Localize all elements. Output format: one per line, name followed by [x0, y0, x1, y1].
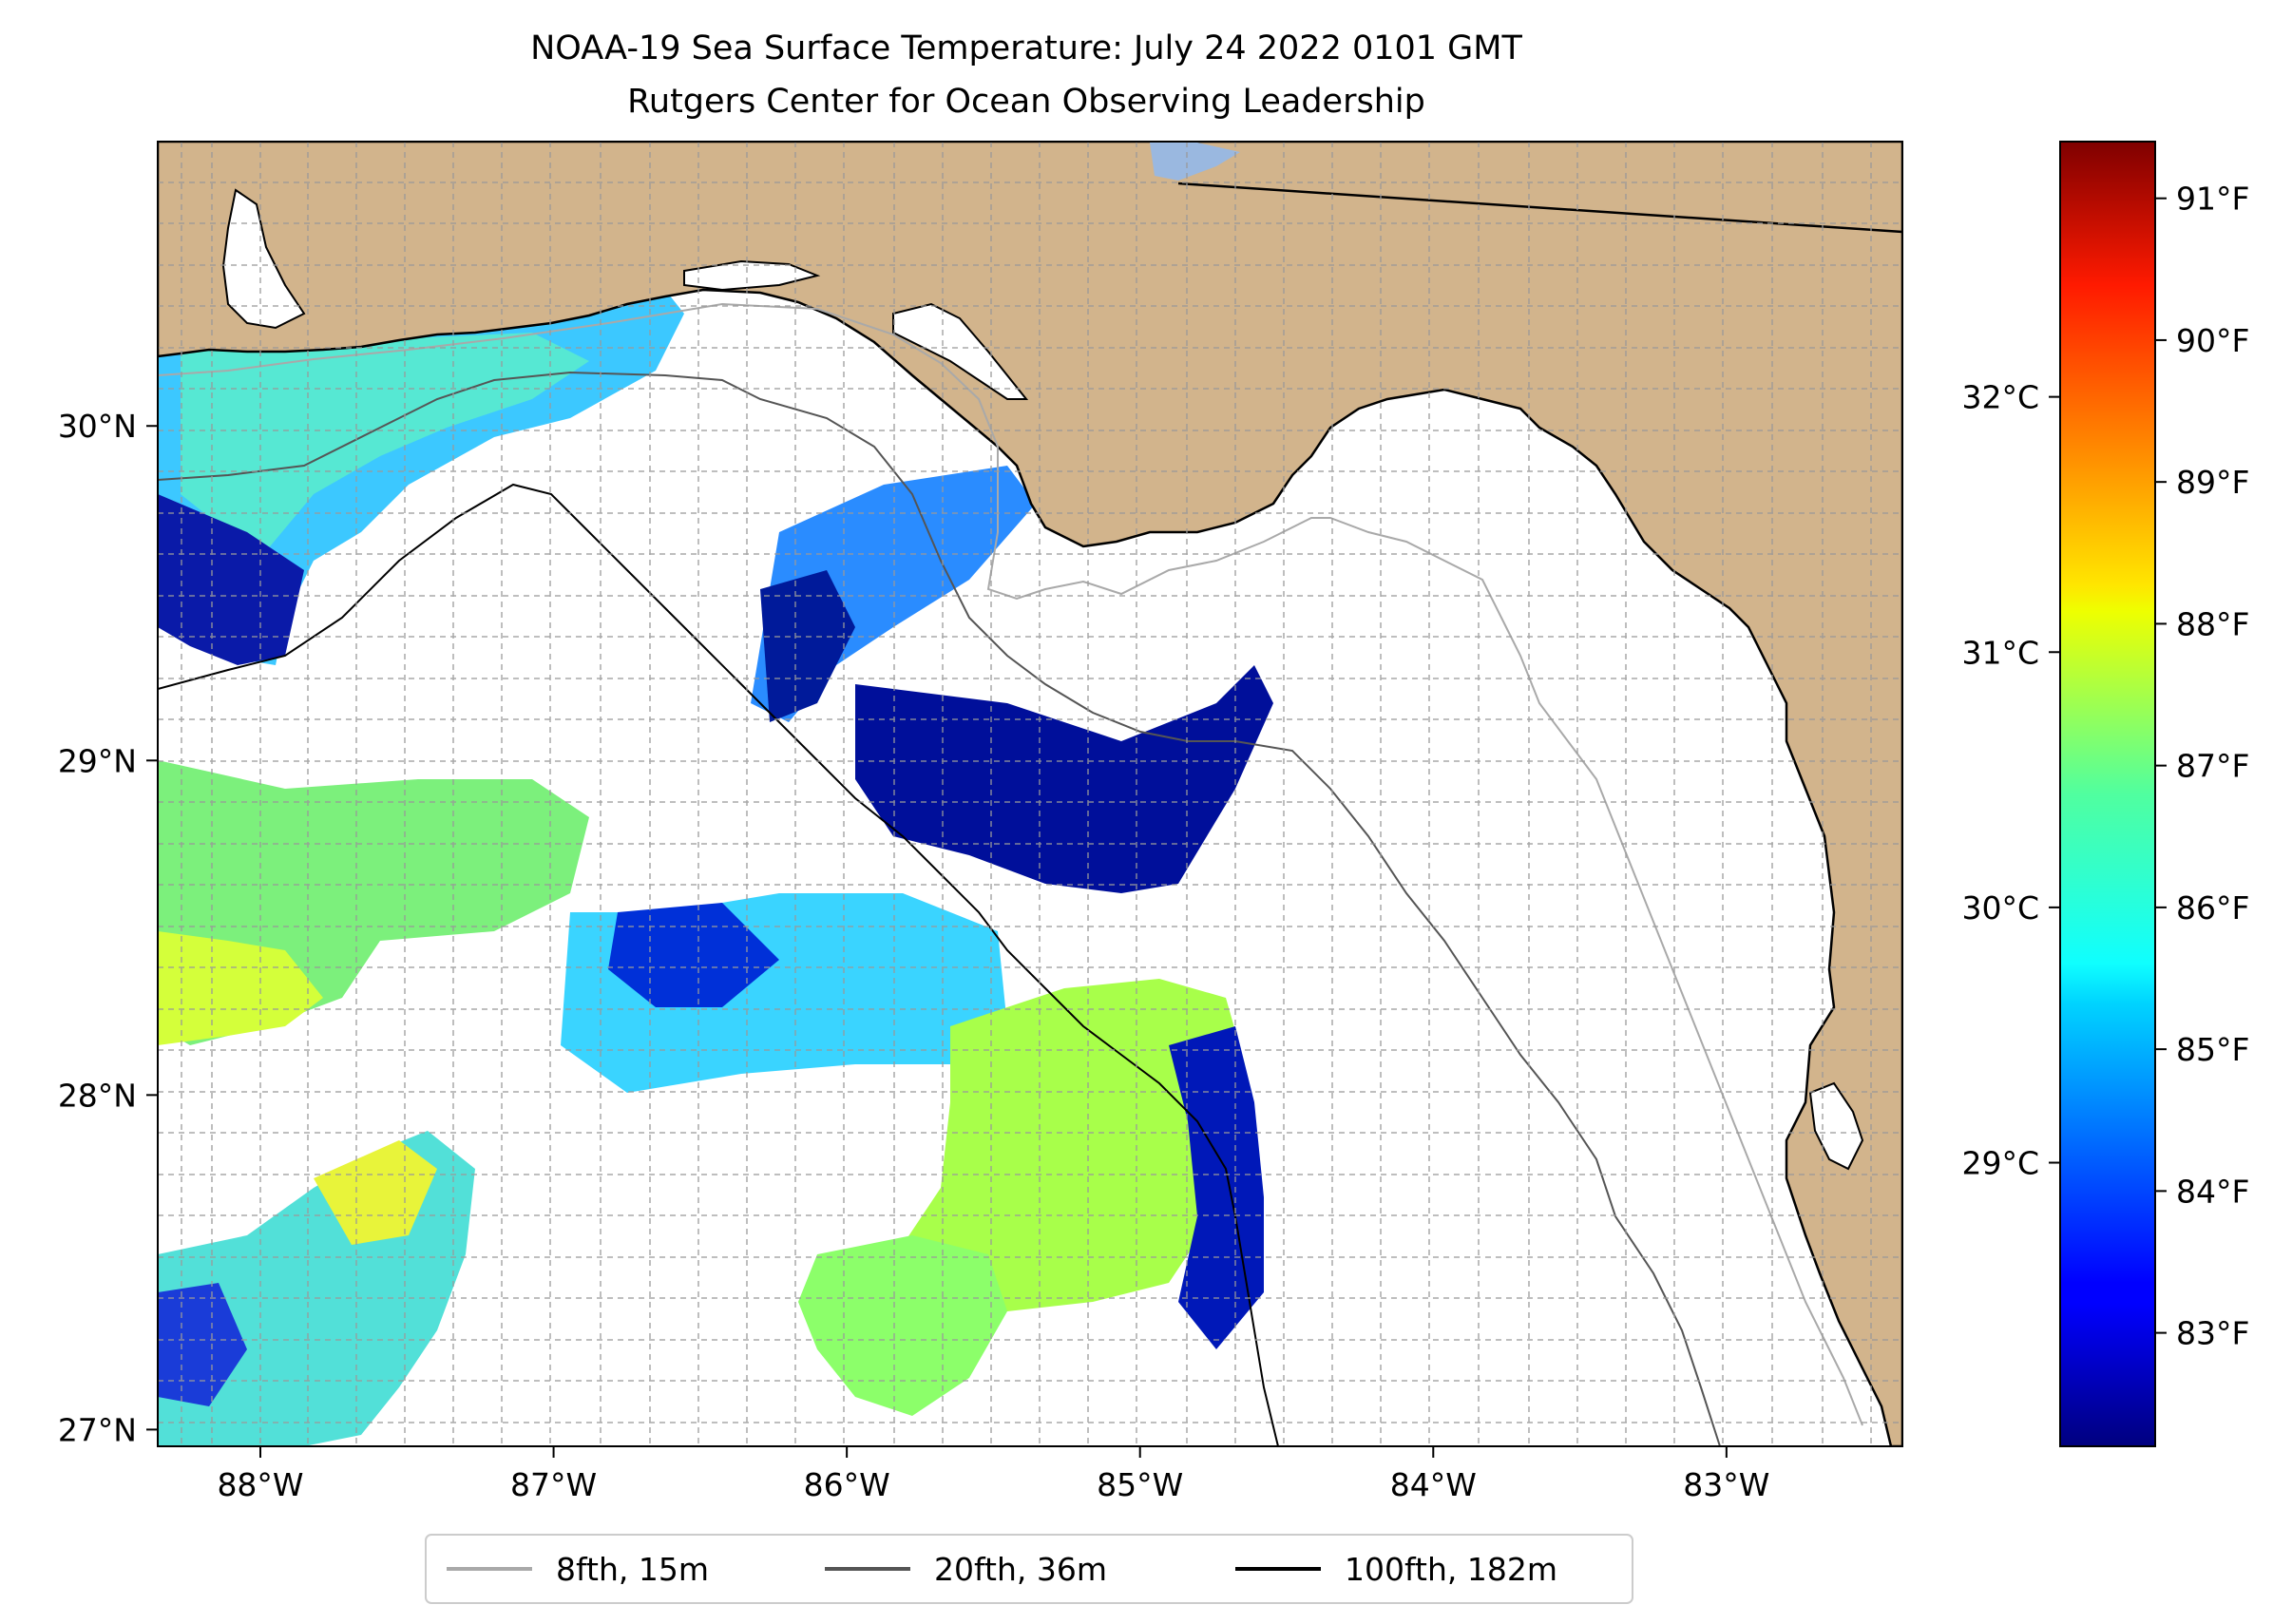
sst-patch-sw-yellow — [314, 1140, 437, 1245]
colorbar-f-tick-label: 88°F — [2176, 605, 2249, 642]
sst-patch-coastal-nw-inner — [181, 333, 589, 551]
legend-label-0: 8fth, 15m — [556, 1551, 709, 1588]
colorbar-c-tick-label: 29°C — [1961, 1145, 2039, 1182]
colorbar-fahrenheit-ticks: 83°F 84°F 85°F 86°F 87°F 88°F 89°F 90°F 91°F — [2155, 181, 2249, 1352]
lon-tick-label: 83°W — [1683, 1466, 1769, 1503]
bay-st-andrew — [892, 302, 1029, 400]
colorbar-f-tick-label: 90°F — [2176, 322, 2249, 359]
lon-tick-label: 86°W — [804, 1466, 890, 1503]
sst-patch-center-dark — [608, 903, 779, 1007]
lon-tick-label: 85°W — [1097, 1466, 1183, 1503]
bathymetry-contours — [158, 302, 1863, 1446]
sst-patch-west-yellow — [158, 931, 323, 1045]
bay-mobile — [221, 188, 306, 330]
lat-tick-label: 30°N — [58, 408, 137, 445]
bay-pensacola — [683, 259, 821, 292]
colorbar: 83°F 84°F 85°F 86°F 87°F 88°F 89°F 90°F 91°F 29°… — [1961, 141, 2249, 1447]
sst-patch-center-north-dark — [760, 570, 855, 722]
colorbar-f-tick-label: 83°F — [2176, 1315, 2249, 1352]
sst-patch-sw-dark — [158, 1283, 247, 1406]
colorbar-c-tick-label: 32°C — [1961, 379, 2039, 416]
colorbar-c-tick-label: 30°C — [1961, 889, 2039, 927]
longitude-axis: 88°W 87°W 86°W 85°W 84°W 83°W — [217, 1446, 1769, 1503]
land-north-coast — [158, 142, 1902, 1446]
colorbar-gradient — [2059, 141, 2156, 1447]
map-panel — [158, 142, 1902, 1446]
legend: 8fth, 15m 20fth, 36m 100fth, 182m — [425, 1534, 1633, 1604]
colorbar-c-tick-label: 31°C — [1961, 634, 2039, 671]
chart-title-line1: NOAA-19 Sea Surface Temperature: July 24… — [530, 29, 1522, 67]
sst-patch-dark-east — [855, 665, 1273, 893]
legend-box — [425, 1534, 1633, 1604]
lake-inland — [1150, 143, 1240, 181]
sst-patch-dark-nw — [158, 494, 304, 665]
gridlines — [158, 142, 1902, 1446]
legend-label-1: 20fth, 36m — [934, 1551, 1107, 1588]
sst-patch-south-center — [798, 1235, 1007, 1416]
lon-tick-label: 84°W — [1390, 1466, 1477, 1503]
colorbar-celsius-ticks: 29°C 30°C 31°C 32°C — [1961, 379, 2060, 1182]
lat-tick-label: 29°N — [58, 742, 137, 779]
sst-patch-green-center-blue — [1169, 1026, 1264, 1349]
colorbar-f-tick-label: 85°F — [2176, 1031, 2249, 1068]
colorbar-f-tick-label: 89°F — [2176, 464, 2249, 501]
latitude-axis: 27°N 28°N 29°N 30°N — [58, 408, 158, 1448]
map-frame — [157, 141, 1903, 1447]
colorbar-f-tick-label: 87°F — [2176, 748, 2249, 785]
lat-tick-label: 28°N — [58, 1077, 137, 1114]
lon-tick-label: 87°W — [510, 1466, 597, 1503]
contour-20fth — [158, 371, 1721, 1446]
legend-label-2: 100fth, 182m — [1345, 1551, 1557, 1588]
contour-100fth — [158, 483, 1279, 1446]
colorbar-f-tick-label: 86°F — [2176, 889, 2249, 927]
lon-tick-label: 88°W — [217, 1466, 303, 1503]
sst-patch-green-center — [903, 979, 1245, 1311]
sst-data-patches — [158, 285, 1273, 1446]
colorbar-f-tick-label: 91°F — [2176, 181, 2249, 218]
chart-title-line2: Rutgers Center for Ocean Observing Leade… — [627, 83, 1425, 121]
colorbar-f-tick-label: 84°F — [2176, 1173, 2249, 1210]
contour-8fth — [158, 302, 1863, 1426]
lat-tick-label: 27°N — [58, 1411, 137, 1448]
